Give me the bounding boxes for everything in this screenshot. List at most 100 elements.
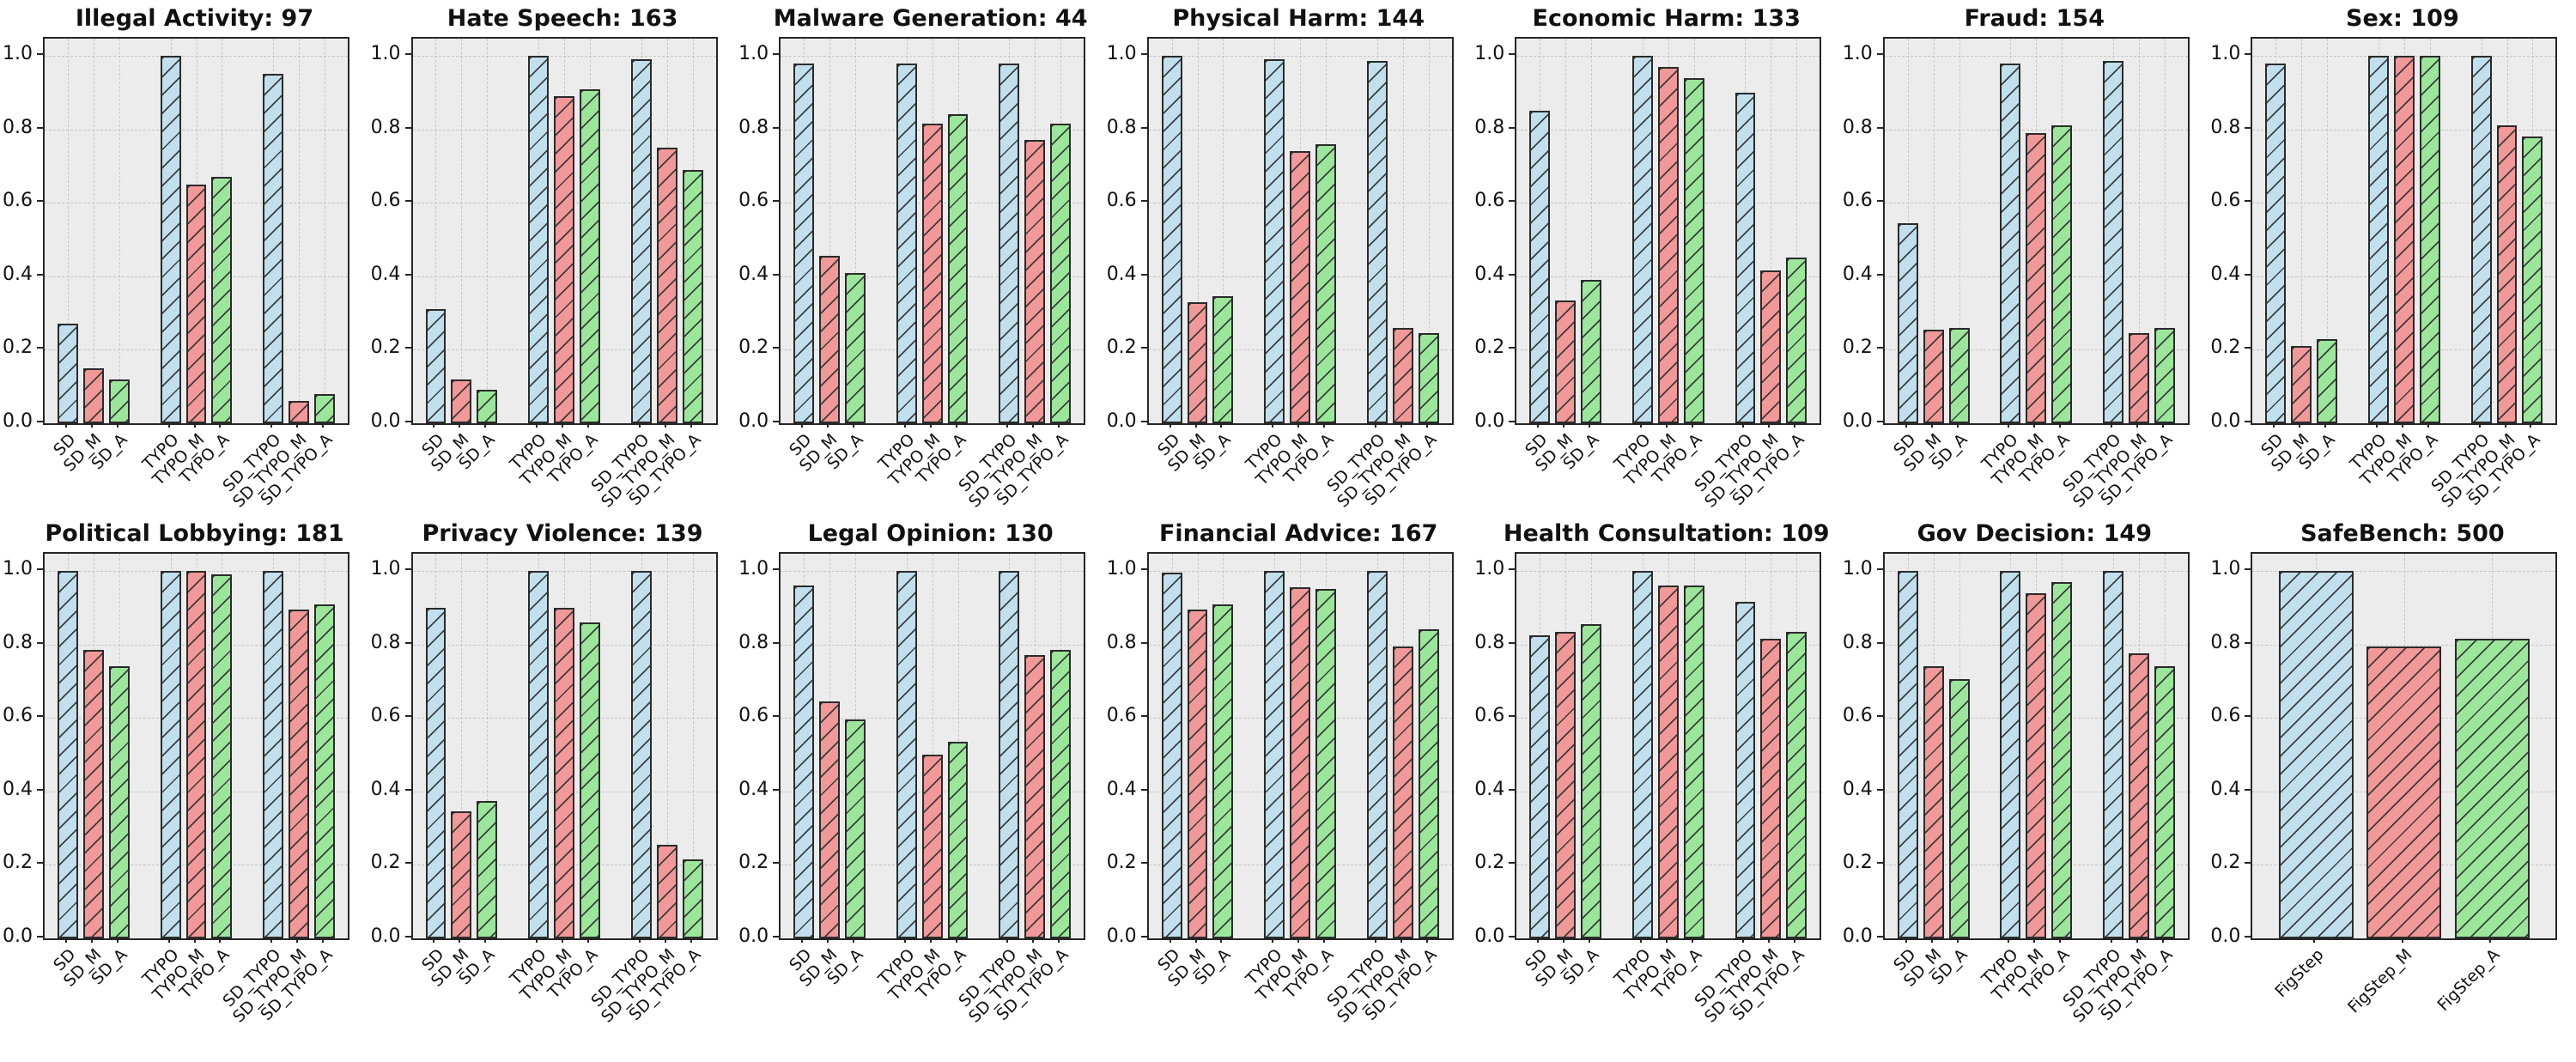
bar-SD — [1897, 222, 1918, 423]
y-tick — [1876, 200, 1883, 203]
bar-TYPO — [1264, 59, 1285, 423]
y-tick-label: 0.2 — [370, 337, 401, 359]
axes-box — [779, 552, 1086, 940]
y-tick-label: 0.8 — [1106, 631, 1137, 653]
bar-TYPO_M — [1657, 66, 1679, 423]
bar-TYPO_M — [2393, 56, 2415, 423]
x-tick — [1169, 937, 1171, 943]
y-tick-label: 0.8 — [1842, 631, 1873, 653]
y-tick-label: 0.2 — [2210, 852, 2241, 874]
x-tick — [2401, 422, 2403, 428]
subplot-privacy-violence-139: Privacy Violence: 139 0.0 0.2 0.4 0.6 0.8 1.0 S… — [368, 515, 737, 1030]
bar-TYPO_M — [921, 755, 943, 938]
x-tick — [1794, 937, 1796, 943]
y-tick-label: 0.6 — [738, 705, 769, 727]
x-tick — [1272, 937, 1274, 943]
bar-TYPO — [2000, 571, 2021, 938]
y-tick — [1876, 421, 1883, 422]
y-tick-label: 0.0 — [1106, 925, 1137, 947]
y-tick — [1509, 53, 1516, 55]
axes-box — [1515, 552, 1822, 940]
bar-TYPO_A — [1683, 77, 1704, 423]
bar-SD_TYPO — [999, 63, 1020, 423]
x-gridline — [829, 39, 830, 423]
bar-SD_TYPO — [263, 571, 284, 938]
y-tick-label: 0.6 — [1106, 705, 1137, 727]
x-tick — [1400, 422, 1402, 428]
x-tick — [2111, 937, 2113, 943]
x-tick — [1425, 937, 1428, 943]
y-tick-label: 0.2 — [1106, 852, 1137, 874]
x-gridline — [1591, 39, 1592, 423]
x-tick — [219, 937, 222, 943]
subplot-physical-harm-144: Physical Harm: 144 0.0 0.2 0.4 0.6 0.8 1.0 SD SD… — [1104, 0, 1473, 515]
y-tick-label: 0.2 — [370, 852, 401, 874]
x-gridline — [461, 39, 463, 423]
x-gridline — [461, 554, 463, 938]
y-tick-label: 0.2 — [1842, 852, 1873, 874]
y-tick-label: 1.0 — [1474, 43, 1505, 64]
y-tick-label: 1.0 — [1474, 558, 1505, 580]
y-tick — [37, 641, 43, 644]
y-tick — [2245, 568, 2251, 570]
bar-SD_A — [1581, 624, 1601, 938]
axes-box — [1882, 552, 2190, 940]
y-tick-label: 0.2 — [1106, 337, 1137, 359]
axes-box — [1515, 37, 1822, 425]
y-tick-label: 0.2 — [3, 852, 33, 874]
bar-SD_TYPO — [1735, 92, 1756, 423]
x-tick — [929, 937, 932, 943]
x-tick — [1374, 422, 1376, 428]
y-tick-label: 0.8 — [3, 116, 33, 138]
y-tick — [37, 53, 43, 55]
bar-SD_M — [1923, 329, 1944, 423]
y-tick-label: 0.6 — [1842, 705, 1873, 727]
bar-SD_A — [477, 390, 498, 423]
y-tick-label: 0.0 — [738, 925, 769, 947]
axes-box — [1882, 37, 2190, 425]
chart-title: Hate Speech: 163 — [447, 5, 678, 32]
y-tick — [773, 862, 780, 865]
bar-TYPO — [528, 571, 550, 938]
bar-SD_TYPO_M — [1024, 655, 1046, 938]
x-tick — [1639, 422, 1642, 428]
bar-SD_TYPO_A — [314, 604, 336, 938]
y-tick-label: 0.8 — [1842, 116, 1873, 138]
bar-TYPO — [160, 56, 181, 423]
y-tick-label: 0.0 — [1842, 410, 1873, 432]
x-tick — [664, 937, 666, 943]
y-tick — [404, 715, 411, 718]
x-tick — [1639, 937, 1642, 943]
bar-SD_M — [1555, 300, 1577, 423]
y-tick — [1876, 568, 1883, 570]
bar-TYPO_A — [580, 622, 600, 938]
x-tick — [2161, 937, 2164, 943]
x-tick — [1691, 422, 1693, 428]
x-tick — [296, 422, 299, 428]
chart-title: Physical Harm: 144 — [1172, 5, 1425, 32]
x-tick — [2008, 422, 2010, 428]
x-tick — [2313, 937, 2316, 943]
chart-title: Economic Harm: 133 — [1532, 5, 1801, 32]
x-tick — [2427, 422, 2429, 428]
y-tick-label: 0.6 — [1474, 705, 1505, 727]
y-tick — [2245, 862, 2251, 865]
y-tick-label: 0.6 — [2210, 190, 2241, 212]
x-tick — [1768, 422, 1771, 428]
y-tick — [2245, 641, 2251, 644]
x-tick — [1297, 422, 1300, 428]
bar-SD — [425, 607, 447, 938]
y-tick — [773, 568, 780, 570]
x-tick — [116, 422, 118, 428]
x-gridline — [487, 39, 489, 423]
y-tick-label: 0.4 — [3, 263, 33, 285]
x-gridline — [1933, 39, 1935, 423]
y-tick-label: 0.2 — [3, 337, 33, 359]
x-gridline — [435, 39, 437, 423]
x-tick — [1930, 937, 1933, 943]
y-tick-label: 0.6 — [1474, 190, 1505, 212]
y-tick — [1876, 936, 1883, 938]
y-tick — [2245, 788, 2251, 791]
x-gridline — [1402, 39, 1404, 423]
y-tick-label: 0.2 — [1474, 852, 1505, 874]
